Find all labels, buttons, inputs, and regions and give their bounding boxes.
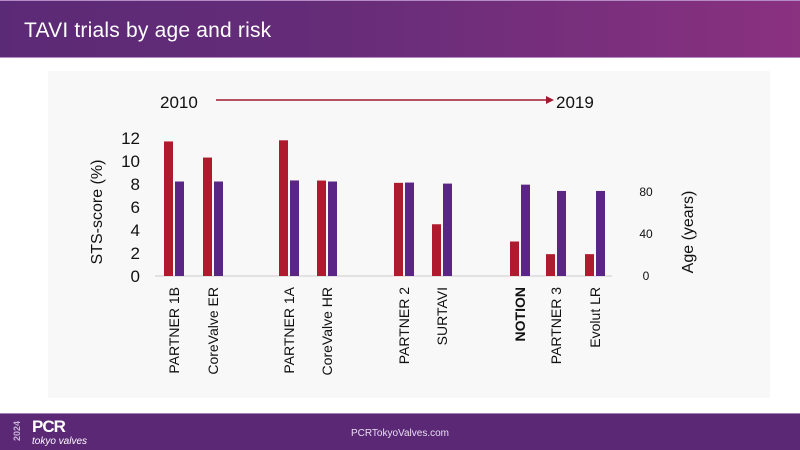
x-axis-labels: PARTNER 1B CoreValve ER PARTNER 1A CoreValv…	[166, 286, 603, 375]
bar-sts-score	[317, 180, 326, 276]
bar-age	[405, 182, 414, 276]
bar-sts-score	[432, 224, 441, 276]
y-tick-label: 6	[131, 198, 140, 217]
footer-url[interactable]: PCRTokyoValves.com	[351, 428, 449, 439]
bar-age	[290, 180, 299, 276]
bar-sts-score	[394, 182, 403, 276]
bar-sts-score	[585, 254, 594, 276]
y2-axis-label: Age (years)	[680, 191, 697, 274]
bar-age	[596, 190, 605, 276]
x-tick-label: NOTION	[512, 287, 528, 341]
y-tick-label: 12	[121, 129, 140, 148]
bar-sts-score	[546, 254, 555, 276]
x-tick-label: CoreValve HR	[319, 287, 335, 375]
slide-header: TAVI trials by age and risk	[0, 0, 800, 58]
y-tick-label: 10	[121, 152, 140, 171]
bar-age	[175, 181, 184, 276]
bars	[164, 140, 605, 276]
bar-age	[557, 190, 566, 276]
y-tick-label: 2	[131, 244, 140, 263]
y-tick-label: 4	[131, 221, 140, 240]
y2-tick-label: 0	[643, 269, 650, 283]
x-tick-label: PARTNER 1B	[166, 287, 182, 374]
y2-axis-ticks: 0 40 80	[639, 185, 653, 283]
y-tick-label: 8	[131, 175, 140, 194]
bar-age	[443, 183, 452, 276]
y-axis-ticks: 0 2 4 6 8 10 12	[121, 129, 140, 286]
timeline-arrow-head	[546, 96, 554, 104]
x-tick-label: Evolut LR	[587, 287, 603, 348]
bar-sts-score	[203, 157, 212, 276]
x-tick-label: PARTNER 1A	[281, 286, 297, 373]
bar-sts-score	[279, 140, 288, 276]
timeline-start-label: 2010	[160, 93, 198, 112]
bar-age	[328, 181, 337, 276]
bar-age	[521, 184, 530, 276]
y-tick-label: 0	[131, 267, 140, 286]
timeline: 2010 2019	[160, 93, 594, 112]
timeline-end-label: 2019	[556, 93, 594, 112]
logo-subtitle: tokyo valves	[32, 436, 88, 447]
y2-tick-label: 40	[639, 227, 653, 241]
x-tick-label: PARTNER 3	[548, 287, 564, 364]
x-tick-label: PARTNER 2	[396, 287, 412, 364]
bar-sts-score	[164, 141, 173, 276]
x-tick-label: CoreValve ER	[205, 287, 221, 375]
logo-pcr: PCR	[32, 417, 66, 436]
x-tick-label: SURTAVI	[434, 287, 450, 345]
slide-footer: 2024 PCR tokyo valves PCRTokyoValves.com	[0, 413, 800, 450]
y-axis-label: STS-score (%)	[89, 160, 106, 265]
bar-age	[214, 181, 223, 276]
y2-tick-label: 80	[639, 185, 653, 199]
slide-title: TAVI trials by age and risk	[24, 19, 272, 42]
bar-sts-score	[510, 241, 519, 276]
